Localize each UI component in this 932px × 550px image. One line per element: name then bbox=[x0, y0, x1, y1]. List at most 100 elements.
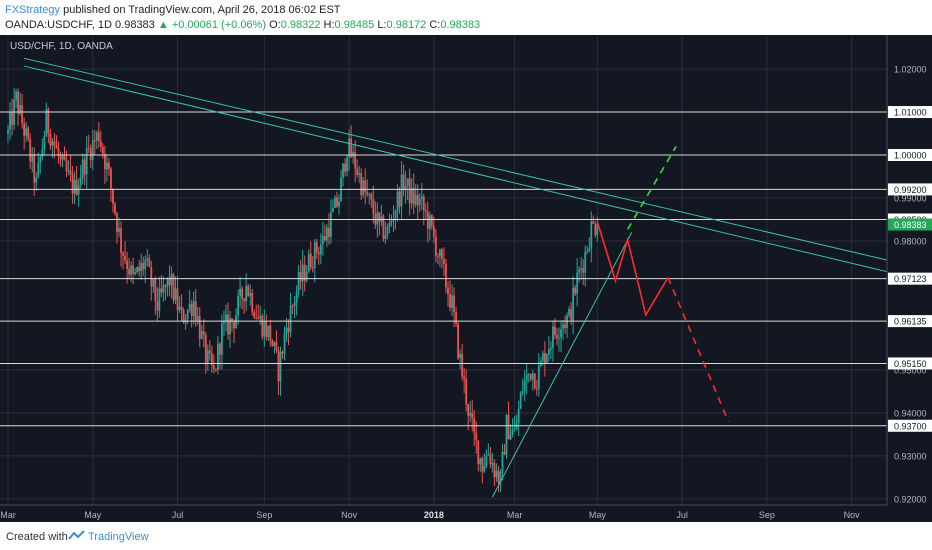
candle-body bbox=[221, 323, 223, 355]
candle-body bbox=[330, 211, 332, 237]
chart-area[interactable]: 1.02000 0.99000 0.98000 0.95000 0.94000 0.930… bbox=[0, 35, 932, 522]
candle-body bbox=[372, 199, 375, 215]
candle-body bbox=[301, 264, 304, 282]
candle-body bbox=[346, 157, 348, 172]
candle-body bbox=[110, 168, 112, 189]
candle-body bbox=[545, 354, 548, 363]
candle-body bbox=[570, 309, 573, 321]
candle-body bbox=[386, 227, 389, 236]
y-tick-label: 0.94000 bbox=[894, 408, 927, 418]
candle-body bbox=[489, 454, 492, 465]
candle-body bbox=[128, 268, 130, 275]
level-label: 0.97123 bbox=[894, 274, 927, 284]
candle-body bbox=[273, 342, 276, 346]
x-tick-label: Jul bbox=[172, 510, 184, 520]
candle-body bbox=[73, 180, 76, 194]
price-chart[interactable]: 1.02000 0.99000 0.98000 0.95000 0.94000 0.930… bbox=[0, 35, 932, 522]
close-label: C: bbox=[429, 19, 441, 31]
candle-body bbox=[479, 458, 482, 465]
candle-body bbox=[527, 373, 530, 375]
candle-body bbox=[392, 219, 395, 222]
candle-body bbox=[436, 255, 439, 257]
candle-body bbox=[57, 148, 60, 157]
candle-body bbox=[592, 221, 595, 224]
candle-body bbox=[196, 316, 199, 321]
candle-body bbox=[434, 236, 437, 256]
level-label: 0.93700 bbox=[894, 421, 927, 431]
candle-body bbox=[441, 249, 443, 259]
candle-body bbox=[287, 327, 290, 332]
footer: Created with TradingView bbox=[0, 522, 932, 550]
candle-body bbox=[122, 252, 124, 256]
tradingview-link[interactable]: TradingView bbox=[88, 531, 149, 543]
candle-body bbox=[517, 408, 520, 424]
high-label: H: bbox=[323, 19, 335, 31]
candle-body bbox=[212, 365, 215, 369]
candle-body bbox=[400, 174, 403, 207]
candle-body bbox=[154, 278, 157, 302]
candle-body bbox=[477, 440, 480, 465]
candle-body bbox=[499, 471, 502, 484]
projection-zigzag bbox=[596, 221, 669, 317]
candle-body bbox=[25, 128, 28, 136]
tradingview-logo-icon bbox=[68, 530, 85, 540]
candle-body bbox=[491, 462, 494, 465]
candle-body bbox=[194, 301, 197, 321]
x-tick-label: Sep bbox=[256, 510, 272, 520]
candle-body bbox=[338, 201, 340, 207]
candle-body bbox=[138, 266, 141, 272]
candle-body bbox=[388, 222, 391, 228]
x-tick-label: Mar bbox=[0, 510, 16, 520]
candle-body bbox=[55, 145, 58, 149]
candle-body bbox=[305, 272, 308, 281]
candle-body bbox=[208, 350, 211, 354]
candle-body bbox=[237, 295, 239, 316]
candle-body bbox=[443, 258, 445, 265]
candle-body bbox=[126, 260, 128, 269]
candle-body bbox=[271, 340, 274, 346]
candle-body bbox=[430, 215, 433, 226]
candle-body bbox=[79, 177, 82, 185]
x-tick-label: May bbox=[589, 510, 607, 520]
candle-body bbox=[378, 212, 381, 222]
low-value: 0.98172 bbox=[386, 19, 427, 31]
candle-body bbox=[328, 227, 330, 237]
candle-body bbox=[481, 458, 484, 472]
candle-body bbox=[267, 325, 270, 338]
y-tick-label: 0.98000 bbox=[894, 236, 927, 246]
projection-down-dashed bbox=[667, 277, 730, 423]
candle-body bbox=[243, 298, 246, 302]
x-tick-label: Sep bbox=[759, 510, 775, 520]
candle-body bbox=[578, 269, 581, 273]
level-badge bbox=[888, 419, 932, 432]
candle-body bbox=[263, 321, 266, 337]
candle-body bbox=[91, 140, 94, 161]
candle-body bbox=[307, 253, 310, 273]
candle-body bbox=[556, 334, 558, 339]
current-price-badge bbox=[888, 218, 932, 231]
candle-body bbox=[412, 188, 415, 205]
candle-body bbox=[219, 343, 221, 355]
candle-body bbox=[160, 288, 163, 293]
candle-body bbox=[150, 266, 153, 287]
candle-body bbox=[495, 470, 498, 478]
candle-body bbox=[241, 288, 244, 299]
created-with-text: Created with bbox=[6, 531, 68, 543]
candle-body bbox=[457, 323, 459, 359]
level-badge bbox=[888, 315, 932, 328]
author-link[interactable]: FXStrategy bbox=[5, 4, 61, 16]
candle-body bbox=[29, 139, 32, 162]
candle-body bbox=[245, 286, 248, 302]
candle-body bbox=[424, 210, 427, 212]
candle-body bbox=[99, 140, 102, 147]
candle-body bbox=[451, 295, 453, 308]
candle-body bbox=[19, 105, 22, 114]
candle-body bbox=[164, 285, 167, 287]
candle-body bbox=[509, 434, 512, 440]
candle-body bbox=[325, 227, 328, 241]
candle-body bbox=[269, 325, 272, 341]
x-tick-label: 2018 bbox=[424, 510, 444, 520]
level-label: 0.99200 bbox=[894, 185, 927, 195]
candle-body bbox=[289, 305, 292, 332]
candle-body bbox=[463, 376, 466, 379]
